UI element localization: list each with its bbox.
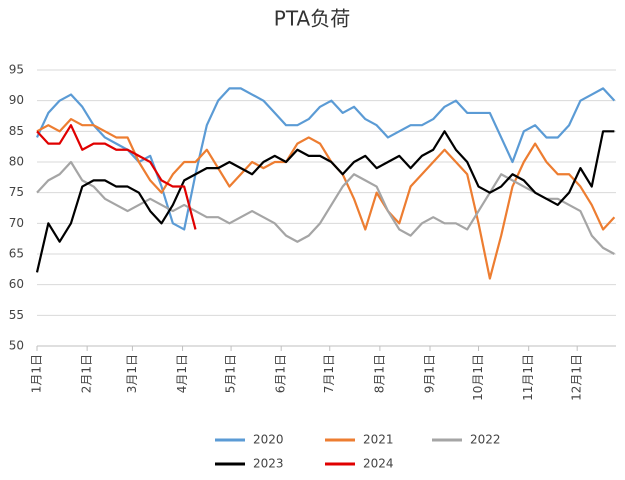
x-tick-label: 6月1日 <box>274 354 288 393</box>
chart-title: PTA负荷 <box>274 7 350 31</box>
series-line <box>36 117 616 280</box>
legend-label: 2021 <box>363 433 394 447</box>
x-tick-label: 10月1日 <box>471 354 485 401</box>
series-line <box>36 124 197 230</box>
x-tick-label: 8月1日 <box>372 354 386 393</box>
x-tick-label: 12月1日 <box>570 354 584 401</box>
x-tick-label: 7月1日 <box>322 354 336 393</box>
legend-label: 2022 <box>470 433 501 447</box>
y-tick-label: 95 <box>9 63 24 77</box>
y-tick-label: 75 <box>9 185 24 199</box>
x-tick-label: 1月1日 <box>30 354 44 393</box>
y-tick-label: 70 <box>9 216 24 230</box>
series-line <box>36 87 616 231</box>
y-tick-label: 65 <box>9 247 24 261</box>
x-tick-label: 5月1日 <box>224 354 238 393</box>
y-tick-label: 50 <box>9 339 24 353</box>
x-tick-label: 11月1日 <box>521 354 535 401</box>
series-line <box>35 130 615 273</box>
series-line <box>36 160 615 255</box>
y-tick-label: 80 <box>9 155 24 169</box>
y-tick-label: 60 <box>9 277 24 291</box>
x-tick-label: 2月1日 <box>80 354 94 393</box>
y-tick-label: 90 <box>9 93 24 107</box>
x-tick-label: 9月1日 <box>423 354 437 393</box>
legend-label: 2024 <box>363 457 394 471</box>
x-tick-label: 3月1日 <box>125 354 139 393</box>
y-tick-label: 55 <box>9 308 24 322</box>
y-tick-label: 85 <box>9 124 24 138</box>
legend-label: 2020 <box>253 433 284 447</box>
x-tick-label: 4月1日 <box>175 354 189 393</box>
legend-label: 2023 <box>253 457 284 471</box>
